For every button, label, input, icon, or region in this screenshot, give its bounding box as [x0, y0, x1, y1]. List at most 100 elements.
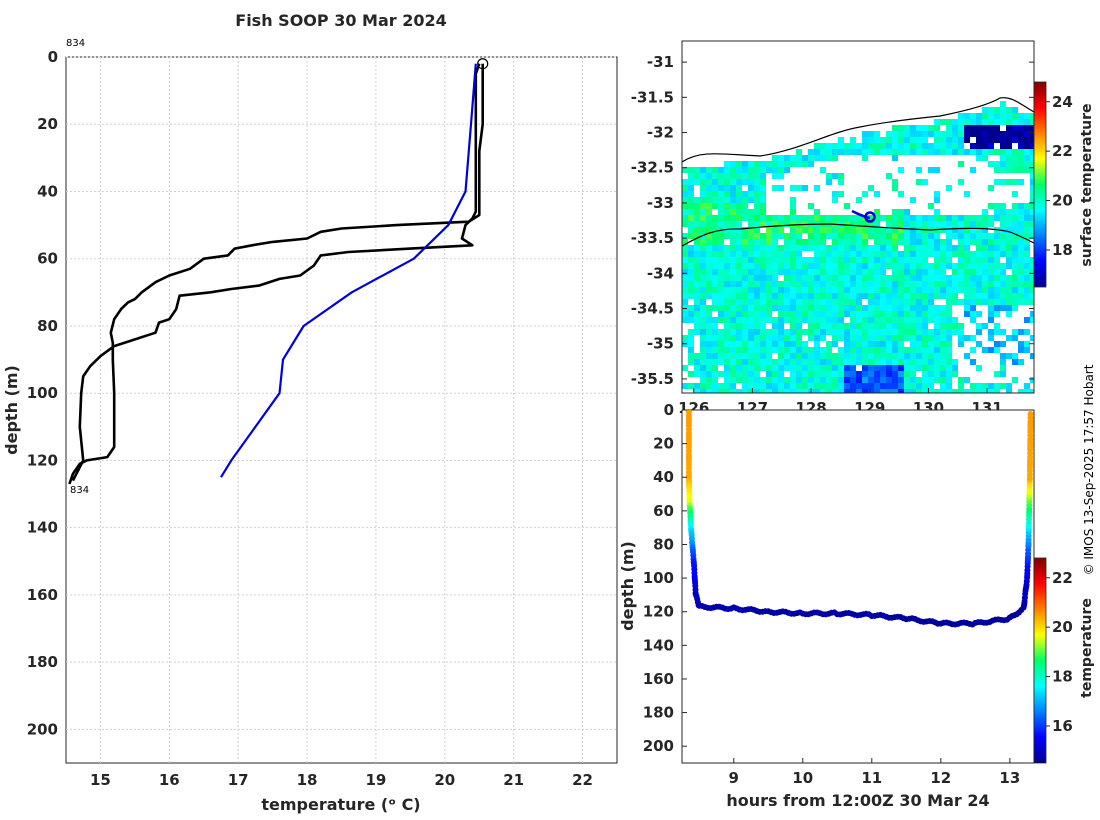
map-sst-cell	[742, 323, 748, 329]
map-sst-cell	[976, 263, 982, 269]
map-sst-cell	[868, 269, 874, 275]
map-sst-cell	[892, 215, 898, 221]
depth-time-colorbar-tick-label: 22	[1052, 569, 1073, 587]
map-sst-cell	[946, 239, 952, 245]
map-sst-cell	[1006, 389, 1012, 393]
map-sst-cell	[958, 149, 964, 155]
map-sst-cell	[724, 161, 730, 167]
map-sst-cell	[712, 251, 718, 257]
map-sst-cell	[796, 293, 802, 299]
map-sst-cell	[844, 335, 850, 341]
map-sst-cell	[994, 215, 1000, 221]
map-sst-cell	[808, 383, 814, 389]
map-sst-cell	[988, 113, 994, 119]
depth-time-colorbar-tick-label: 20	[1052, 618, 1073, 636]
map-sst-cell	[970, 335, 976, 341]
map-sst-cell	[886, 137, 892, 143]
map-sst-cell	[700, 275, 706, 281]
map-sst-cell	[772, 299, 778, 305]
map-sst-cell	[832, 257, 838, 263]
map-sst-cell	[892, 359, 898, 365]
map-sst-cell	[700, 281, 706, 287]
map-sst-cell	[826, 293, 832, 299]
map-sst-cell	[868, 275, 874, 281]
map-sst-cell	[874, 317, 880, 323]
map-sst-cell	[982, 143, 988, 149]
map-sst-cell	[934, 371, 940, 377]
map-sst-cell	[724, 317, 730, 323]
map-sst-cell	[958, 215, 964, 221]
map-sst-cell	[940, 143, 946, 149]
map-sst-cell	[988, 119, 994, 125]
map-sst-cell	[688, 353, 694, 359]
map-sst-cell	[814, 347, 820, 353]
map-sst-cell	[784, 383, 790, 389]
map-sst-cell	[940, 221, 946, 227]
map-sst-cell	[844, 359, 850, 365]
map-sst-cell	[892, 377, 898, 383]
map-sst-cell	[1006, 335, 1012, 341]
map-sst-cell	[874, 131, 880, 137]
map-sst-cell	[874, 347, 880, 353]
map-sst-cell	[790, 263, 796, 269]
map-sst-cell	[694, 371, 700, 377]
map-sst-cell	[952, 119, 958, 125]
map-sst-cell	[1000, 209, 1006, 215]
map-sst-cell	[850, 311, 856, 317]
map-sst-cell	[1000, 287, 1006, 293]
map-sst-cell	[1024, 227, 1030, 233]
map-sst-cell	[766, 257, 772, 263]
map-sst-cell	[772, 371, 778, 377]
map-sst-cell	[724, 365, 730, 371]
map-sst-cell	[928, 167, 934, 173]
map-sst-cell	[766, 305, 772, 311]
map-sst-cell	[934, 257, 940, 263]
map-sst-cell	[922, 131, 928, 137]
map-sst-cell	[988, 185, 994, 191]
map-sst-cell	[868, 311, 874, 317]
map-sst-cell	[934, 311, 940, 317]
map-sst-cell	[880, 335, 886, 341]
map-sst-cell	[1012, 293, 1018, 299]
map-sst-cells	[682, 101, 1034, 393]
map-sst-cell	[934, 365, 940, 371]
map-sst-cell	[712, 191, 718, 197]
map-sst-cell	[742, 305, 748, 311]
map-sst-cell	[928, 335, 934, 341]
map-sst-cell	[934, 149, 940, 155]
map-sst-cell	[964, 227, 970, 233]
map-sst-cell	[778, 161, 784, 167]
map-sst-cell	[892, 335, 898, 341]
map-sst-cell	[862, 353, 868, 359]
map-sst-cell	[694, 281, 700, 287]
map-sst-cell	[886, 287, 892, 293]
map-sst-cell	[892, 281, 898, 287]
map-sst-cell	[832, 323, 838, 329]
profile-y-tick-label: 120	[27, 451, 58, 469]
map-sst-cell	[820, 371, 826, 377]
map-sst-cell	[874, 329, 880, 335]
map-sst-cell	[910, 299, 916, 305]
map-sst-cell	[724, 353, 730, 359]
map-sst-cell	[760, 389, 766, 393]
map-sst-cell	[778, 293, 784, 299]
map-sst-cell	[856, 197, 862, 203]
map-sst-cell	[946, 215, 952, 221]
map-sst-cell	[952, 359, 958, 365]
map-sst-cell	[808, 227, 814, 233]
map-sst-cell	[1006, 281, 1012, 287]
map-sst-cell	[802, 329, 808, 335]
map-sst-cell	[904, 299, 910, 305]
map-sst-cell	[808, 149, 814, 155]
map-sst-cell	[862, 275, 868, 281]
map-sst-cell	[940, 245, 946, 251]
map-sst-cell	[856, 287, 862, 293]
map-sst-cell	[736, 353, 742, 359]
map-sst-cell	[1030, 149, 1034, 155]
map-sst-cell	[838, 371, 844, 377]
map-sst-cell	[826, 317, 832, 323]
map-sst-cell	[832, 389, 838, 393]
map-sst-cell	[736, 317, 742, 323]
map-sst-cell	[802, 239, 808, 245]
map-sst-cell	[706, 197, 712, 203]
